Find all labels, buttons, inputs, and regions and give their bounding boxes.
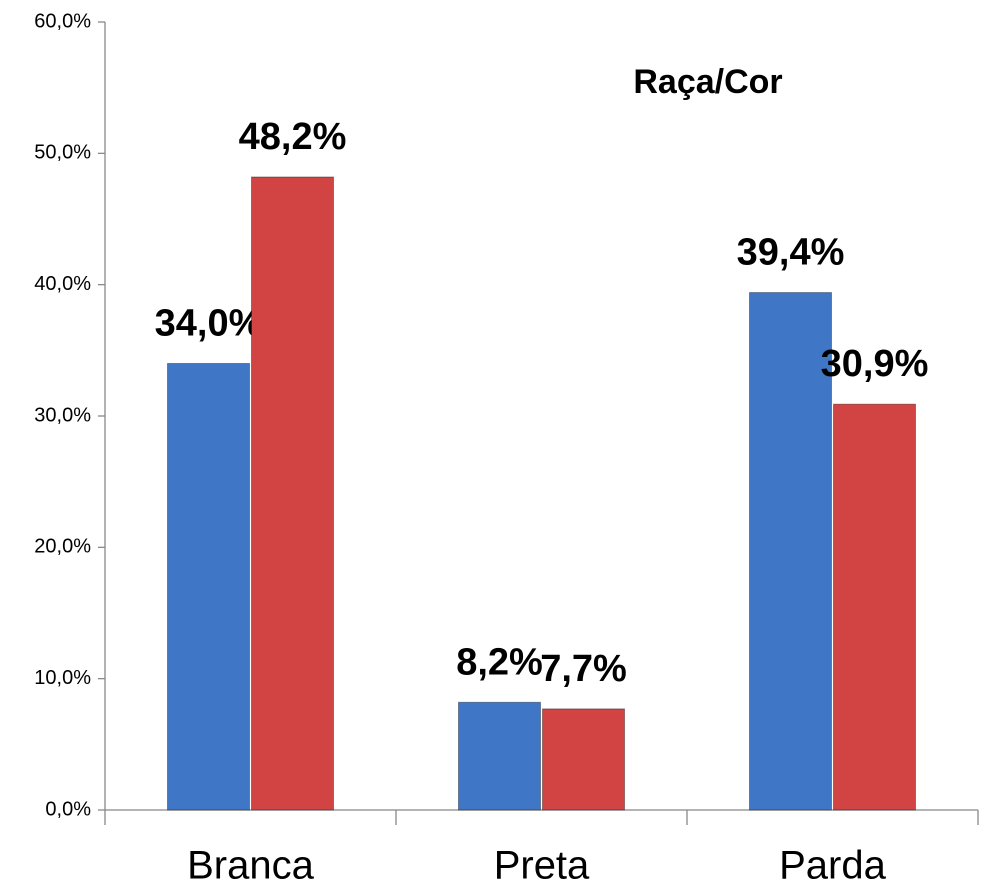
x-tick-label: Preta — [494, 844, 590, 888]
value-label: 8,2% — [456, 641, 543, 683]
x-tick-label: Parda — [779, 844, 886, 888]
bar — [167, 362, 250, 811]
bar — [251, 176, 334, 811]
value-label: 30,9% — [821, 343, 929, 385]
value-label: 48,2% — [239, 116, 347, 158]
bar — [458, 701, 541, 811]
chart-title: Raça/Cor — [633, 63, 782, 101]
y-tick-label: 30,0% — [34, 404, 91, 426]
y-tick-label: 20,0% — [34, 536, 91, 558]
x-tick-label: Branca — [187, 844, 314, 888]
bar — [749, 292, 832, 811]
value-label: 39,4% — [737, 232, 845, 274]
bar — [542, 708, 625, 811]
value-label: 34,0% — [155, 302, 263, 344]
y-tick-label: 0,0% — [45, 798, 91, 820]
y-tick-label: 10,0% — [34, 667, 91, 689]
y-tick-label: 60,0% — [34, 10, 91, 32]
value-label: 7,7% — [540, 648, 627, 690]
bar — [833, 403, 916, 811]
y-tick-label: 40,0% — [34, 273, 91, 295]
y-tick-label: 50,0% — [34, 142, 91, 164]
